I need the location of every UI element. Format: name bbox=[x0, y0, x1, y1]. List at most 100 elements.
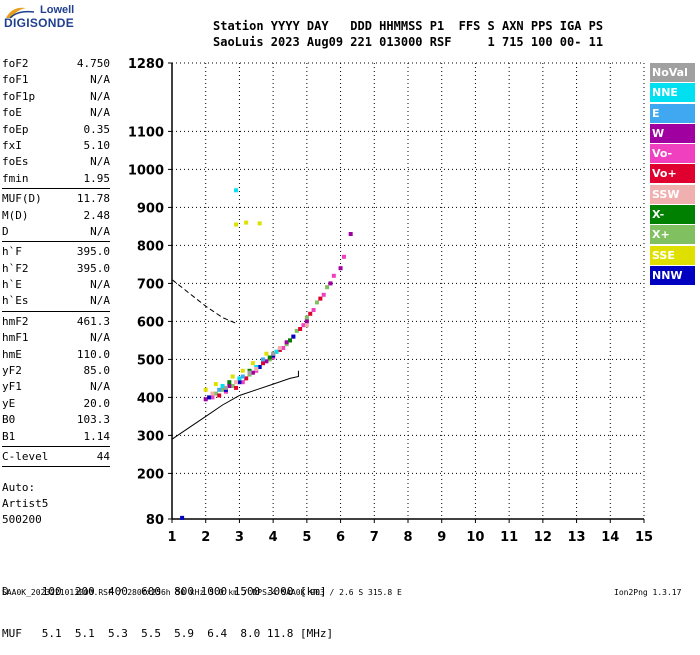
echo-point bbox=[341, 254, 346, 259]
echo-point bbox=[234, 385, 239, 390]
logo-lowell-text: Lowell bbox=[40, 4, 75, 16]
x-tick-label: 8 bbox=[403, 530, 412, 545]
echo-point bbox=[294, 328, 299, 333]
profile-line bbox=[171, 370, 299, 440]
param-row: hmF1 N/A bbox=[2, 330, 110, 346]
param-label: D bbox=[2, 224, 9, 238]
echo-point bbox=[288, 338, 292, 343]
echo-point bbox=[244, 220, 249, 225]
param-value: N/A bbox=[90, 331, 110, 345]
param-value: N/A bbox=[90, 380, 110, 394]
param-row: B0 103.3 bbox=[2, 412, 110, 428]
autoscaling-info: Auto: Artist5 500200 bbox=[2, 480, 48, 528]
param-value: 1.95 bbox=[83, 171, 111, 185]
echo-point bbox=[210, 395, 215, 400]
param-row: hmE 110.0 bbox=[2, 347, 110, 363]
echo-point bbox=[257, 365, 262, 369]
param-divider bbox=[2, 445, 110, 447]
station-header-line1: Station YYYY DAY DDD HHMMSS P1 FFS S AXN… bbox=[213, 19, 604, 33]
y-tick-label: 600 bbox=[137, 315, 164, 330]
y-tick-label: 800 bbox=[137, 239, 164, 254]
param-label: B0 bbox=[2, 413, 16, 427]
muf-row: MUF 5.1 5.1 5.3 5.5 5.9 6.4 8.0 11.8 [MH… bbox=[2, 627, 334, 640]
param-value: N/A bbox=[90, 73, 110, 87]
legend-item: W bbox=[650, 123, 695, 143]
x-tick-label: 2 bbox=[201, 530, 210, 545]
param-value: N/A bbox=[90, 155, 110, 169]
y-tick-label: 500 bbox=[137, 353, 164, 368]
param-row: foE N/A bbox=[2, 105, 110, 121]
echo-point bbox=[264, 359, 269, 364]
y-tick-label: 200 bbox=[137, 467, 164, 482]
param-group-profile: hmF2 461.3 hmF1 N/A hmE 110.0 yF2 85.0 yF1 N/A yE 2… bbox=[2, 314, 110, 445]
param-label: fmin bbox=[2, 171, 29, 185]
echo-point bbox=[230, 384, 235, 388]
echo-point bbox=[217, 393, 222, 398]
param-label: h`Es bbox=[2, 294, 29, 308]
param-label: foEs bbox=[2, 155, 29, 169]
echo-point bbox=[230, 374, 235, 379]
param-label: yF2 bbox=[2, 364, 22, 378]
param-label: foF1p bbox=[2, 89, 36, 103]
y-tick-label: 700 bbox=[137, 277, 164, 292]
echo-point bbox=[321, 292, 326, 297]
echo-point bbox=[291, 334, 296, 339]
param-row: yF2 85.0 bbox=[2, 363, 110, 379]
echo-point bbox=[250, 370, 255, 375]
legend-item: X- bbox=[650, 205, 695, 225]
x-tick-label: 12 bbox=[534, 530, 552, 545]
echo-point bbox=[267, 355, 272, 360]
param-row: M(D) 2.48 bbox=[2, 208, 110, 224]
distance-muf-table: D 100 200 400 600 800 1000 1500 3000 [km… bbox=[2, 557, 333, 655]
echo-point bbox=[210, 391, 215, 396]
legend-item: SSW bbox=[650, 184, 695, 204]
x-tick-label: 1 bbox=[167, 530, 176, 545]
echo-point bbox=[264, 351, 269, 356]
echo-point bbox=[234, 380, 239, 385]
param-value: N/A bbox=[90, 294, 110, 308]
param-row: foEp 0.35 bbox=[2, 122, 110, 138]
x-tick-label: 13 bbox=[568, 530, 586, 545]
param-row: MUF(D) 11.78 bbox=[2, 191, 110, 207]
echo-point bbox=[298, 327, 303, 331]
echo-point bbox=[304, 315, 309, 320]
echo-point bbox=[234, 188, 239, 193]
param-value: 44 bbox=[96, 449, 110, 463]
x-tick-label: 10 bbox=[466, 530, 484, 545]
legend-item: Vo+ bbox=[650, 164, 695, 184]
param-group-confidence: C-level 44 bbox=[2, 449, 110, 465]
echo-point bbox=[223, 385, 228, 390]
echo-point bbox=[213, 391, 218, 396]
echo-point bbox=[274, 349, 279, 354]
param-label: C-level bbox=[2, 449, 49, 463]
x-tick-label: 4 bbox=[269, 530, 278, 545]
echo-point bbox=[234, 222, 239, 227]
param-label: foEp bbox=[2, 122, 29, 136]
logo-digisonde-text: DIGISONDE bbox=[4, 16, 75, 30]
echo-point bbox=[271, 351, 276, 356]
x-tick-label: 6 bbox=[336, 530, 345, 545]
version-footer: Ion2Png 1.3.17 bbox=[614, 588, 682, 597]
param-value: 461.3 bbox=[76, 314, 110, 328]
x-tick-label: 9 bbox=[437, 530, 446, 545]
artist-version: Artist5 bbox=[2, 497, 49, 510]
echo-point bbox=[318, 296, 323, 301]
y-tick-label: 300 bbox=[137, 429, 164, 444]
echo-point bbox=[237, 376, 242, 381]
y-tick-label: 80 bbox=[146, 513, 164, 528]
param-group-muf: MUF(D) 11.78 M(D) 2.48 D N/A bbox=[2, 191, 110, 240]
y-tick-label: 400 bbox=[137, 391, 164, 406]
param-label: h`F2 bbox=[2, 261, 29, 275]
param-value: N/A bbox=[90, 89, 110, 103]
param-row: fxI 5.10 bbox=[2, 138, 110, 154]
echo-point bbox=[207, 395, 212, 400]
legend-item: X+ bbox=[650, 225, 695, 245]
param-label: B1 bbox=[2, 429, 16, 443]
param-label: foE bbox=[2, 106, 22, 120]
echo-point bbox=[220, 387, 225, 392]
x-tick-label: 5 bbox=[302, 530, 311, 545]
param-label: yF1 bbox=[2, 380, 22, 394]
echo-point bbox=[254, 366, 259, 371]
ionogram-chart: 1 2 3 4 5 6 7 8 9 10 11 12 13 14 158020030040050060070… bbox=[128, 57, 653, 545]
echo-point bbox=[237, 380, 242, 385]
